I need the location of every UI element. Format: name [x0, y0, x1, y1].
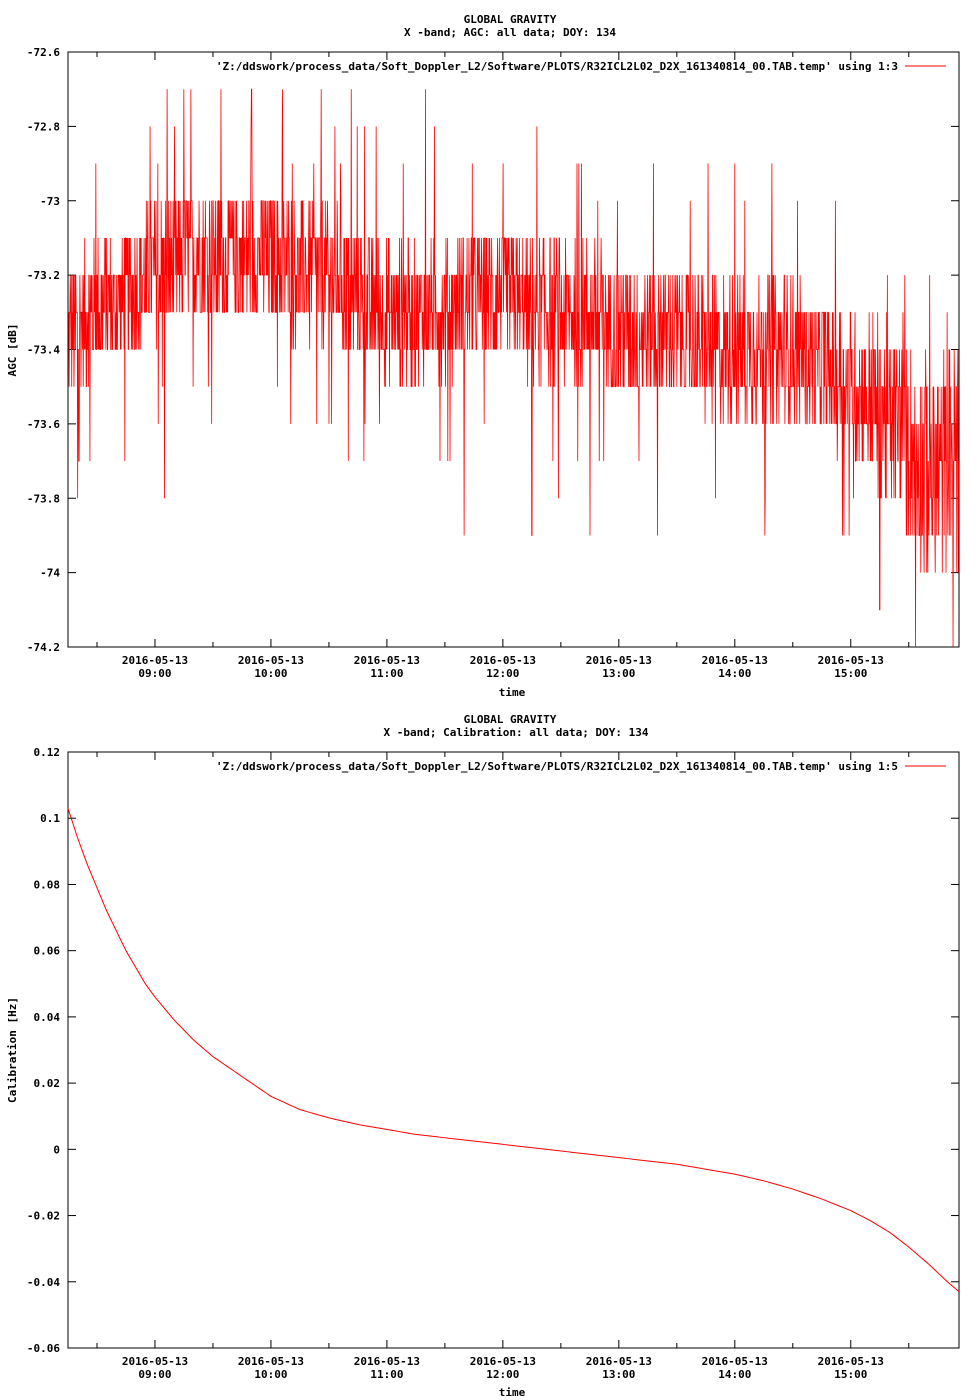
calibration-curve	[67, 808, 960, 1293]
agc-y-tick-label: -72.6	[27, 46, 60, 59]
agc-x-tick-time: 09:00	[138, 667, 171, 680]
calibration-x-tick-date: 2016-05-13	[354, 1355, 420, 1368]
agc-chart-subtitle: X -band; AGC: all data; DOY: 134	[404, 26, 616, 39]
agc-y-tick-label: -73.4	[27, 344, 60, 357]
agc-legend-label: 'Z:/ddswork/process_data/Soft_Doppler_L2…	[216, 60, 898, 73]
calibration-y-tick-label: 0	[53, 1143, 60, 1156]
calibration-x-tick-time: 12:00	[486, 1368, 519, 1381]
agc-x-tick-date: 2016-05-13	[122, 654, 188, 667]
agc-y-tick-label: -73	[40, 195, 60, 208]
calibration-x-tick-date: 2016-05-13	[818, 1355, 884, 1368]
agc-y-tick-label: -72.8	[27, 120, 60, 133]
calibration-y-tick-label: 0.06	[34, 945, 61, 958]
calibration-x-tick-time: 13:00	[602, 1368, 635, 1381]
calibration-y-tick-label: -0.02	[27, 1210, 60, 1223]
agc-y-tick-label: -74	[40, 567, 60, 580]
calibration-y-axis: 0.12 0.1 0.08 0.06 0.04 0.02 0 -0.02 -0.04 -0.06	[27, 746, 959, 1355]
calibration-y-tick-label: 0.02	[34, 1077, 61, 1090]
calibration-legend-label: 'Z:/ddswork/process_data/Soft_Doppler_L2…	[216, 760, 898, 773]
agc-x-tick-time: 14:00	[718, 667, 751, 680]
agc-series-line	[68, 88, 960, 648]
calibration-x-tick-time: 15:00	[834, 1368, 867, 1381]
calibration-y-tick-label: -0.04	[27, 1276, 60, 1289]
agc-x-tick-date: 2016-05-13	[470, 654, 536, 667]
calibration-x-tick-time: 09:00	[138, 1368, 171, 1381]
agc-x-tick-date: 2016-05-13	[818, 654, 884, 667]
agc-plot-frame	[67, 51, 960, 648]
calibration-x-tick-date: 2016-05-13	[122, 1355, 188, 1368]
agc-x-tick-date: 2016-05-13	[702, 654, 768, 667]
agc-y-axis-label: AGC [dB]	[6, 324, 19, 377]
calibration-plot-frame	[67, 751, 960, 1349]
calibration-y-tick-label: 0.1	[40, 812, 60, 825]
calibration-y-tick-label: 0.04	[34, 1011, 61, 1024]
agc-trace	[68, 88, 960, 648]
agc-x-tick-time: 13:00	[602, 667, 635, 680]
calibration-x-tick-time: 10:00	[254, 1368, 287, 1381]
agc-x-tick-time: 15:00	[834, 667, 867, 680]
calibration-x-tick-time: 11:00	[370, 1368, 403, 1381]
agc-y-tick-label: -73.6	[27, 418, 60, 431]
calibration-x-tick-date: 2016-05-13	[470, 1355, 536, 1368]
agc-x-axis: 2016-05-1309:002016-05-1310:002016-05-13…	[96, 52, 910, 680]
agc-y-axis: -72.6 -72.8 -73 -73.2 -73.4 -73.6 -73.8 -74 -74.…	[27, 46, 959, 654]
calibration-chart-subtitle: X -band; Calibration: all data; DOY: 134	[384, 726, 649, 739]
agc-panel: GLOBAL GRAVITY X -band; AGC: all data; D…	[6, 13, 960, 699]
calibration-y-tick-label: 0.12	[34, 746, 61, 759]
calibration-chart-title: GLOBAL GRAVITY	[464, 713, 557, 726]
agc-y-tick-label: -74.2	[27, 641, 60, 654]
calibration-panel: GLOBAL GRAVITY X -band; Calibration: all…	[6, 713, 960, 1399]
calibration-x-axis-label: time	[499, 1386, 526, 1399]
agc-x-tick-time: 12:00	[486, 667, 519, 680]
agc-x-tick-date: 2016-05-13	[354, 654, 420, 667]
agc-x-tick-date: 2016-05-13	[586, 654, 652, 667]
calibration-y-axis-label: Calibration [Hz]	[6, 997, 19, 1103]
calibration-series-line	[67, 808, 960, 1293]
calibration-x-tick-date: 2016-05-13	[238, 1355, 304, 1368]
agc-x-axis-label: time	[499, 686, 526, 699]
agc-x-tick-date: 2016-05-13	[238, 654, 304, 667]
calibration-y-tick-label: -0.06	[27, 1342, 60, 1355]
calibration-y-tick-label: 0.08	[34, 878, 61, 891]
calibration-x-tick-date: 2016-05-13	[702, 1355, 768, 1368]
calibration-x-tick-time: 14:00	[718, 1368, 751, 1381]
calibration-x-axis: 2016-05-1309:002016-05-1310:002016-05-13…	[96, 752, 910, 1381]
agc-y-tick-label: -73.8	[27, 492, 60, 505]
calibration-x-tick-date: 2016-05-13	[586, 1355, 652, 1368]
agc-x-tick-time: 10:00	[254, 667, 287, 680]
agc-x-tick-time: 11:00	[370, 667, 403, 680]
agc-chart-title: GLOBAL GRAVITY	[464, 13, 557, 26]
agc-y-tick-label: -73.2	[27, 269, 60, 282]
